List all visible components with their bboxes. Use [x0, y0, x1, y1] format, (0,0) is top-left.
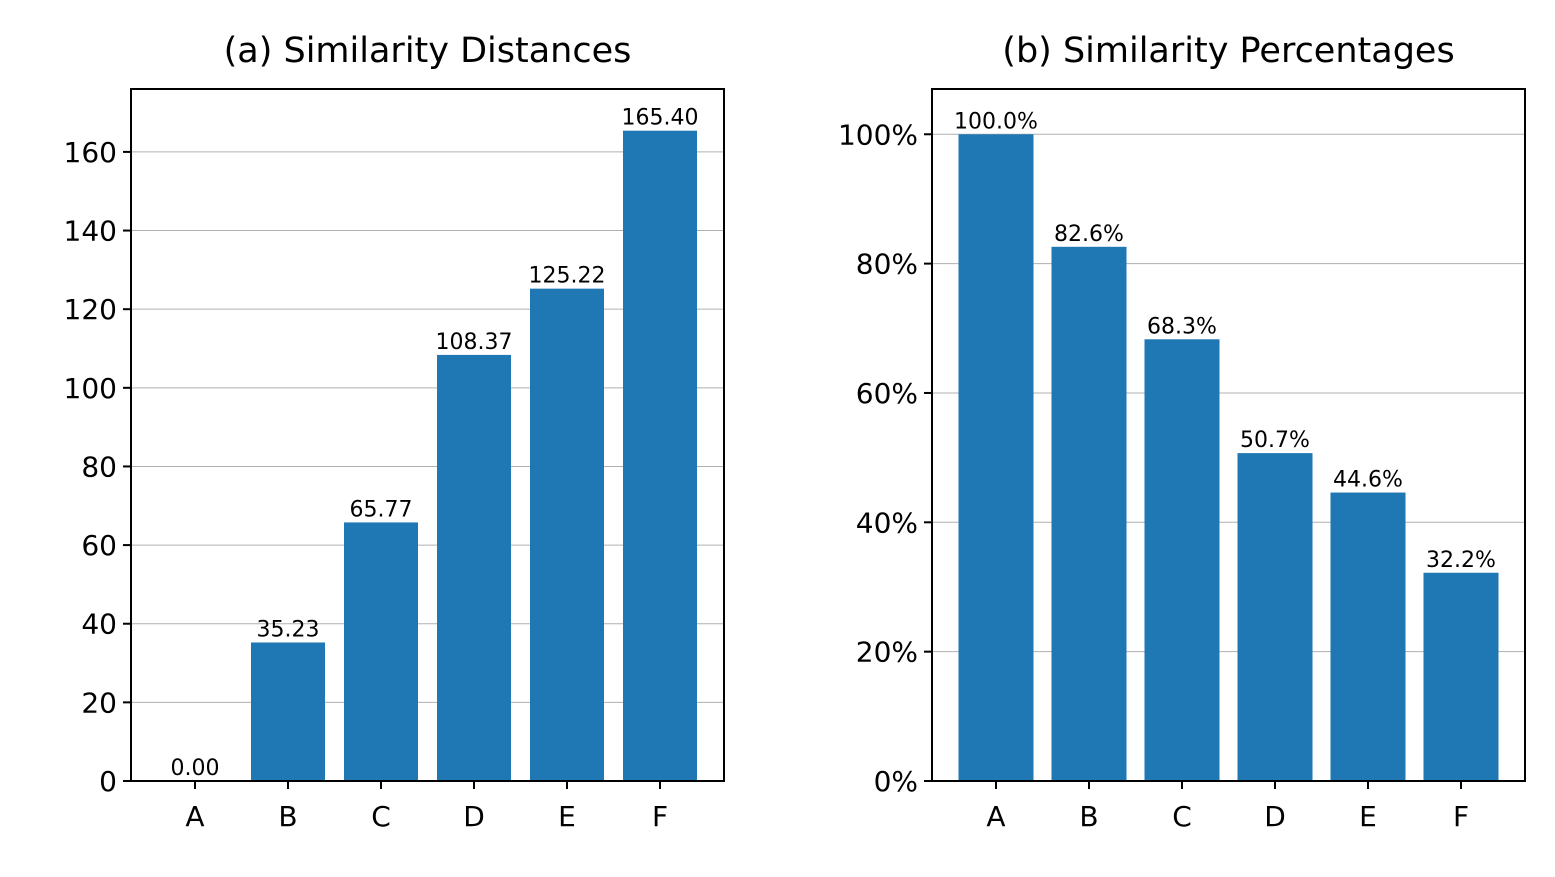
data-label-b-a: 100.0% [954, 109, 1038, 134]
x-tick-label-a-b: B [278, 800, 297, 833]
y-tick-label-a: 140 [64, 215, 117, 248]
data-label-a-f: 165.40 [622, 106, 699, 131]
x-tick-label-b-b: B [1079, 800, 1098, 833]
x-tick-label-b-e: E [1359, 800, 1377, 833]
chart-panel-b: (b) Similarity Percentages 100.0% A 82.6% B… [838, 31, 1526, 833]
x-tick-label-a-f: F [652, 800, 668, 833]
y-tick-label-b: 60% [856, 377, 918, 410]
bar-b-a [958, 134, 1034, 782]
data-label-b-b: 82.6% [1054, 222, 1124, 247]
bar-a-e [530, 288, 604, 781]
data-label-b-f: 32.2% [1426, 548, 1496, 573]
data-label-b-d: 50.7% [1240, 428, 1310, 453]
data-label-a-b: 35.23 [257, 617, 320, 642]
x-tick-label-a-e: E [558, 800, 576, 833]
x-tick-label-b-a: A [986, 800, 1005, 833]
y-tick-label-a: 100 [64, 372, 117, 405]
chart-title-b: (b) Similarity Percentages [1002, 31, 1454, 71]
bar-b-d [1237, 453, 1313, 781]
bar-a-c [344, 522, 418, 781]
y-tick-label-a: 0 [99, 765, 117, 798]
data-label-a-d: 108.37 [436, 330, 513, 355]
x-tick-label-b-d: D [1264, 800, 1286, 833]
bar-a-b [251, 642, 325, 781]
y-tick-label-a: 40 [81, 608, 117, 641]
y-tick-label-a: 160 [64, 136, 117, 169]
y-tick-label-a: 80 [81, 450, 117, 483]
y-tick-label-a: 20 [81, 686, 117, 719]
axes-frame-a [130, 88, 725, 782]
bar-a-d [437, 354, 511, 781]
data-label-a-e: 125.22 [529, 264, 606, 289]
y-tick-label-b: 20% [856, 636, 918, 669]
y-tick-label-b: 0% [874, 765, 918, 798]
chart-title-a: (a) Similarity Distances [224, 31, 632, 71]
data-label-a-c: 65.77 [350, 497, 413, 522]
y-tick-label-a: 60 [81, 529, 117, 562]
bar-a-f [623, 130, 697, 782]
y-tick-label-b: 80% [856, 248, 918, 281]
data-label-b-e: 44.6% [1333, 468, 1403, 493]
x-tick-label-a-d: D [463, 800, 485, 833]
axes-frame-b [931, 88, 1526, 782]
x-tick-label-b-c: C [1172, 800, 1192, 833]
bar-b-f [1423, 572, 1499, 781]
data-label-a-a: 0.00 [171, 756, 220, 781]
data-label-b-c: 68.3% [1147, 314, 1217, 339]
bar-b-b [1051, 246, 1127, 781]
y-tick-label-a: 120 [64, 293, 117, 326]
x-tick-label-b-f: F [1453, 800, 1469, 833]
y-tick-label-b: 100% [838, 118, 918, 151]
bar-b-e [1330, 492, 1406, 781]
y-tick-label-b: 40% [856, 506, 918, 539]
chart-panel-a: (a) Similarity Distances 0.00 A 35.23 B 65.7… [64, 31, 725, 833]
x-tick-label-a-c: C [371, 800, 391, 833]
bar-b-c [1144, 339, 1220, 781]
x-tick-label-a-a: A [185, 800, 204, 833]
